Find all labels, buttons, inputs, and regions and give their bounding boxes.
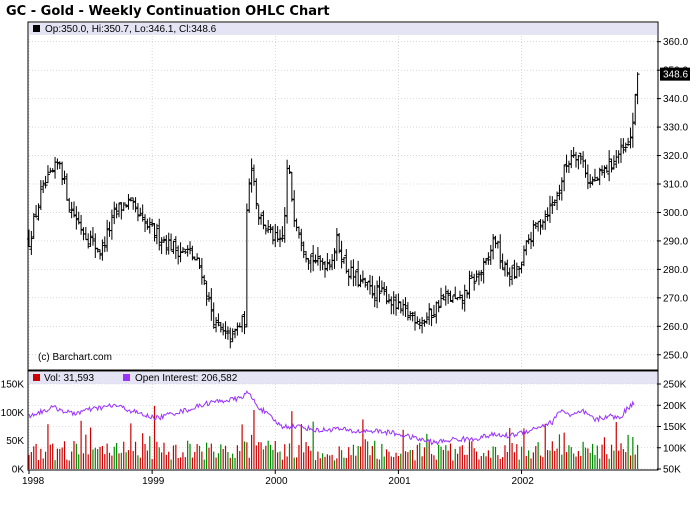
open-interest-tick-label: 200K — [663, 401, 687, 412]
price-tick-label: 300.0 — [663, 208, 688, 219]
x-tick-label: 2001 — [388, 476, 411, 487]
open-interest-tick-label: 100K — [663, 443, 687, 454]
open-interest-legend-square — [123, 374, 130, 381]
x-tick-label: 2000 — [265, 476, 288, 487]
price-legend-square — [33, 25, 40, 32]
price-tick-label: 320.0 — [663, 151, 688, 162]
price-tick-label: 280.0 — [663, 265, 688, 276]
volume-tick-label: 0K — [12, 465, 25, 476]
volume-tick-label: 50K — [6, 436, 24, 447]
price-tick-label: 290.0 — [663, 236, 688, 247]
last-price-marker: 348.6 — [660, 68, 690, 81]
open-interest-legend: Open Interest: 206,582 — [135, 373, 238, 384]
price-tick-label: 360.0 — [663, 37, 688, 48]
last-price-label: 348.6 — [663, 70, 688, 81]
price-y-axis: 250.0 260.0 270.0 280.0 290.0 300.0 310.0 320.0… — [657, 37, 688, 361]
volume-tick-label: 150K — [1, 380, 25, 391]
price-tick-label: 330.0 — [663, 123, 688, 134]
volume-left-axis: 0K 50K 100K 150K — [1, 380, 25, 476]
open-interest-tick-label: 250K — [663, 380, 687, 391]
price-tick-label: 250.0 — [663, 350, 688, 361]
price-legend: Op:350.0, Hi:350.7, Lo:346.1, Cl:348.6 — [45, 24, 217, 35]
price-tick-label: 310.0 — [663, 180, 688, 191]
copyright-text: (c) Barchart.com — [38, 352, 112, 363]
x-tick-label: 2002 — [512, 476, 535, 487]
price-tick-label: 260.0 — [663, 322, 688, 333]
volume-legend: Vol: 31,593 — [44, 373, 94, 384]
x-axis: 1998 1999 2000 2001 2002 — [22, 470, 534, 487]
chart-title: GC - Gold - Weekly Continuation OHLC Cha… — [6, 4, 330, 19]
price-tick-label: 340.0 — [663, 94, 688, 105]
volume-right-axis: 50K 100K 150K 200K 250K — [657, 380, 687, 476]
x-tick-label: 1999 — [142, 476, 165, 487]
open-interest-tick-label: 150K — [663, 422, 687, 433]
x-tick-label: 1998 — [22, 476, 45, 487]
open-interest-tick-label: 50K — [663, 465, 681, 476]
volume-legend-square — [33, 374, 40, 381]
volume-panel — [28, 371, 658, 470]
price-panel — [28, 22, 658, 370]
price-tick-label: 270.0 — [663, 293, 688, 304]
volume-tick-label: 100K — [1, 408, 25, 419]
